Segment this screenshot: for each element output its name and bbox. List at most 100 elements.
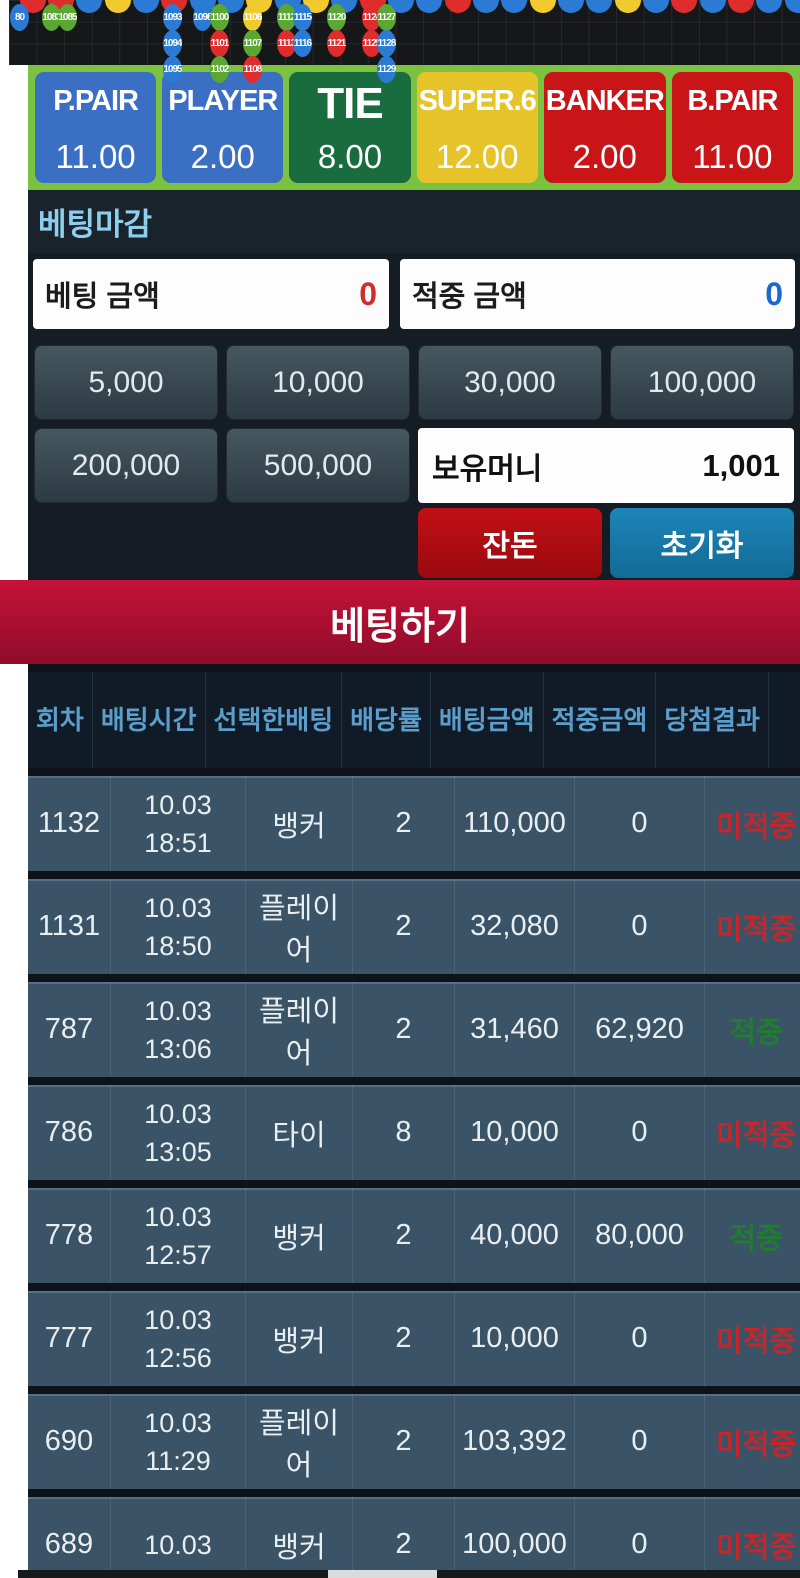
history-date: 10.03 — [144, 789, 212, 820]
roadmap-cell: 1125 — [362, 30, 381, 57]
history-time: 10.03 — [111, 1497, 246, 1578]
history-result: 미적중 — [715, 913, 797, 946]
history-bet-amount: 40,000 — [455, 1188, 575, 1283]
history-time: 10.03 11:29 — [111, 1394, 246, 1489]
odds-bet-button[interactable]: TIE 8.00 — [289, 72, 411, 183]
chip-button[interactable]: 100,000 — [610, 345, 794, 420]
odds-bet-button[interactable]: SUPER.6 12.00 — [416, 72, 538, 183]
history-result: 미적중 — [715, 1325, 797, 1358]
history-bet-amount: 31,460 — [455, 982, 575, 1077]
odds-bet-button[interactable]: BANKER 2.00 — [543, 72, 666, 183]
chip-button[interactable]: 500,000 — [226, 428, 410, 503]
win-amount-field[interactable]: 적중 금액 0 — [400, 259, 795, 329]
place-bet-button[interactable]: 베팅하기 — [0, 580, 800, 664]
roadmap-cell: 1121 — [327, 30, 346, 57]
odds-bet-value: 11.00 — [55, 138, 136, 175]
history-table: 회차 배팅시간 선택한배팅 배당률 배팅금액 적중금액 당첨결과 1132 10… — [28, 664, 800, 1578]
history-result: 미적중 — [715, 810, 797, 843]
chip-button[interactable]: 10,000 — [226, 345, 410, 420]
roadmap-top-circle — [643, 0, 669, 13]
history-row: 777 10.03 12:56 뱅커 2 10,000 0 미적중 — [28, 1291, 800, 1386]
history-clock: 12:57 — [144, 1239, 212, 1270]
history-clock: 12:56 — [144, 1342, 212, 1373]
history-column-header: 선택한배팅 — [206, 672, 343, 768]
history-column-header: 당첨결과 — [656, 672, 769, 768]
history-result: 적중 — [729, 1016, 783, 1049]
history-round: 787 — [28, 982, 111, 1077]
chip-button[interactable]: 5,000 — [34, 345, 218, 420]
history-odds: 2 — [353, 1497, 455, 1578]
change-button[interactable]: 잔돈 — [418, 508, 602, 578]
roadmap-top-circle — [586, 0, 612, 13]
history-round: 1131 — [28, 879, 111, 974]
history-column-header: 회차 — [28, 672, 93, 768]
history-win-amount: 62,920 — [575, 982, 705, 1077]
reset-button[interactable]: 초기화 — [610, 508, 794, 578]
history-bet-amount: 103,392 — [455, 1394, 575, 1489]
history-win-amount: 0 — [575, 776, 705, 871]
roadmap-cell: 1108 — [243, 56, 262, 83]
history-bet-amount: 110,000 — [455, 776, 575, 871]
history-pick: 뱅커 — [246, 776, 353, 871]
history-result: 미적중 — [715, 1428, 797, 1461]
roadmap-cell: 1107 — [243, 30, 262, 57]
roadmap-top-circle — [501, 0, 527, 13]
history-odds: 2 — [353, 1188, 455, 1283]
roadmap-top-circle — [473, 0, 499, 13]
roadmap-cell: 1116 — [293, 30, 312, 57]
balance-box: 보유머니 1,001 — [418, 428, 794, 503]
history-round: 1132 — [28, 776, 111, 871]
odds-bet-button[interactable]: B.PAIR 11.00 — [671, 72, 793, 183]
balance-value: 1,001 — [702, 447, 780, 483]
history-bet-amount: 10,000 — [455, 1085, 575, 1180]
history-column-header: 배팅시간 — [93, 672, 206, 768]
history-column-header: 배팅금액 — [431, 672, 544, 768]
roadmap-cell: 1127 — [377, 4, 396, 31]
odds-bet-label: TIE — [317, 79, 383, 128]
odds-bet-value: 12.00 — [435, 138, 519, 175]
betting-status-text: 베팅마감 — [38, 207, 153, 242]
history-win-amount: 80,000 — [575, 1188, 705, 1283]
history-time: 10.03 13:06 — [111, 982, 246, 1077]
odds-bet-button[interactable]: P.PAIR 11.00 — [35, 72, 157, 183]
history-pick: 플레이어 — [246, 879, 353, 974]
roadmap-top-circle — [105, 0, 131, 13]
history-clock: 18:50 — [144, 930, 212, 961]
bet-amount-field[interactable]: 베팅 금액 0 — [33, 259, 389, 329]
roadmap-cell: 80 — [10, 4, 29, 31]
roadmap-top-circle — [785, 0, 800, 13]
history-win-amount: 0 — [575, 1291, 705, 1386]
history-date: 10.03 — [144, 995, 212, 1026]
chip-button[interactable]: 30,000 — [418, 345, 602, 420]
horizontal-scrollbar[interactable] — [18, 1570, 800, 1578]
history-pick: 플레이어 — [246, 1394, 353, 1489]
roadmap-top-circle — [615, 0, 641, 13]
history-bet-amount: 100,000 — [455, 1497, 575, 1578]
roadmap-cell: 1112 — [277, 4, 296, 31]
history-clock: 11:29 — [145, 1445, 211, 1476]
chip-button[interactable]: 200,000 — [34, 428, 218, 503]
history-round: 690 — [28, 1394, 111, 1489]
roadmap-cell: 1085 — [58, 4, 77, 31]
roadmap-top-circle — [558, 0, 584, 13]
history-column-header: 배당률 — [342, 672, 431, 768]
history-column-header: 적중금액 — [544, 672, 657, 768]
history-table-header: 회차 배팅시간 선택한배팅 배당률 배팅금액 적중금액 당첨결과 — [28, 672, 800, 768]
odds-bet-button[interactable]: PLAYER 2.00 — [162, 72, 284, 183]
history-row: 778 10.03 12:57 뱅커 2 40,000 80,000 적중 — [28, 1188, 800, 1283]
history-date: 10.03 — [144, 892, 212, 923]
history-odds: 2 — [353, 879, 455, 974]
roadmap-cell: 1098 — [193, 4, 212, 31]
history-round: 778 — [28, 1188, 111, 1283]
history-date: 10.03 — [144, 1407, 212, 1438]
history-row: 787 10.03 13:06 플레이어 2 31,460 62,920 적중 — [28, 982, 800, 1077]
chip-row-2: 200,000 500,000 보유머니 1,001 — [34, 428, 794, 503]
roadmap-top-circle — [728, 0, 754, 13]
roadmap-top-circle — [700, 0, 726, 13]
roadmap-cell: 1101 — [210, 30, 229, 57]
roadmap-cell: 1124 — [362, 4, 381, 31]
roadmap-top-circle — [76, 0, 102, 13]
horizontal-scrollbar-thumb[interactable] — [328, 1570, 437, 1578]
history-win-amount: 0 — [575, 879, 705, 974]
